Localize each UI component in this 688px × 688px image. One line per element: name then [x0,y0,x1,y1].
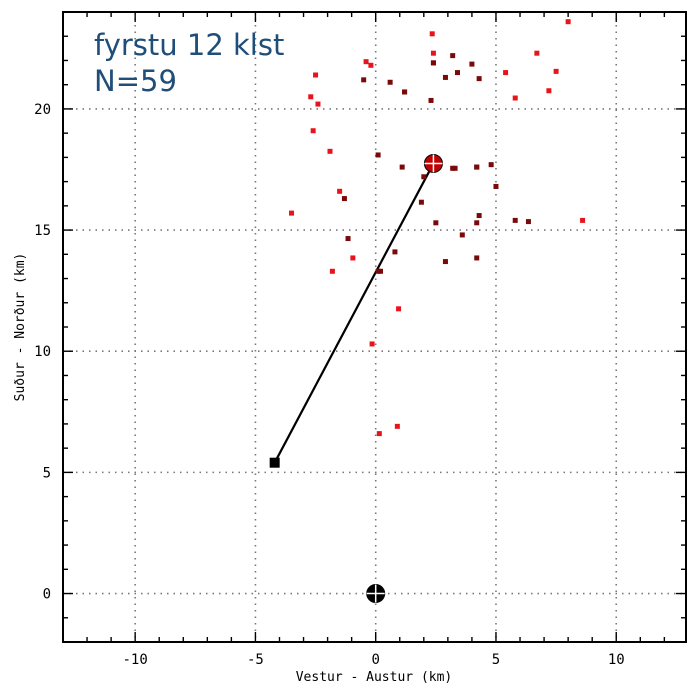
earthquake-point-earlier [430,50,436,56]
earthquake-point-later [418,199,424,205]
earthquake-point-earlier [503,70,509,76]
earthquake-point-later [341,196,347,202]
earthquake-point-earlier [369,341,375,347]
earthquake-point-later [476,76,482,82]
earthquake-point-earlier [337,188,343,194]
earthquake-point-earlier [368,62,374,68]
earthquake-point-later [525,219,531,225]
earthquake-point-earlier [396,306,402,312]
earthquake-point-later [493,183,499,189]
earthquake-point-later [469,61,475,67]
earthquake-point-earlier [327,148,333,154]
tick-labels: -10 -5 0 5 10 0 5 10 15 20 [34,102,625,668]
earthquake-point-later [361,77,367,83]
earthquake-point-later [442,259,448,265]
x-tick-label: 5 [492,652,500,668]
earthquake-point-earlier [313,72,319,78]
earthquake-point-earlier [308,94,314,100]
earthquake-point-earlier [580,217,586,223]
earthquake-point-earlier [534,50,540,56]
earthquake-point-later [450,165,456,171]
earthquake-point-earlier [376,431,382,437]
earthquake-point-later [488,162,494,168]
y-tick-label: 5 [43,465,51,481]
earthquake-point-later [375,268,381,274]
earthquake-point-earlier [363,59,369,65]
annotation-count: N=59 [94,64,177,98]
earthquake-point-later [512,217,518,223]
earthquake-point-later [399,164,405,170]
earthquake-point-later [375,152,381,158]
earthquake-point-later [450,53,456,59]
earthquake-point-earlier [289,210,295,216]
earthquake-point-later [387,79,393,85]
earthquake-point-earlier [394,423,400,429]
square-marker [269,457,280,468]
y-axis-label: Suður - Norður (km) [13,253,28,402]
earthquake-point-earlier [565,19,571,25]
earthquake-point-earlier [512,95,518,101]
earthquake-point-earlier [553,68,559,74]
x-tick-label: 0 [371,652,379,668]
earthquake-point-earlier [429,31,435,37]
earthquake-point-later [474,255,480,261]
y-tick-label: 10 [34,344,51,360]
y-tick-label: 0 [43,587,51,603]
earthquake-point-later [402,89,408,95]
earthquake-point-later [428,97,434,103]
earthquake-point-later [433,220,439,226]
earthquake-point-later [454,70,460,76]
x-tick-label: -10 [123,652,148,668]
annotation-period: fyrstu 12 klst [94,28,284,62]
earthquake-point-earlier [546,88,552,94]
earthquake-point-earlier [310,128,316,134]
plot-frame [62,11,687,643]
grid-lines [63,12,686,642]
earthquake-point-later [430,60,436,66]
earthquake-point-later [476,213,482,219]
earthquake-point-later [459,232,465,238]
earthquake-point-earlier [315,101,321,107]
x-axis-label: Vestur - Austur (km) [296,670,453,685]
earthquake-point-later [442,74,448,80]
y-tick-label: 15 [34,223,51,239]
earthquake-point-later [421,174,427,180]
data-points [269,19,586,604]
earthquake-point-earlier [329,268,335,274]
earthquake-point-later [474,220,480,226]
displacement-line [273,162,435,464]
earthquake-point-later [345,236,351,242]
x-tick-label: 10 [608,652,625,668]
earthquake-point-later [474,164,480,170]
x-tick-label: -5 [247,652,264,668]
plot-background [63,12,686,642]
y-tick-label: 20 [34,102,51,118]
earthquake-point-later [392,249,398,255]
earthquake-point-earlier [350,255,356,261]
